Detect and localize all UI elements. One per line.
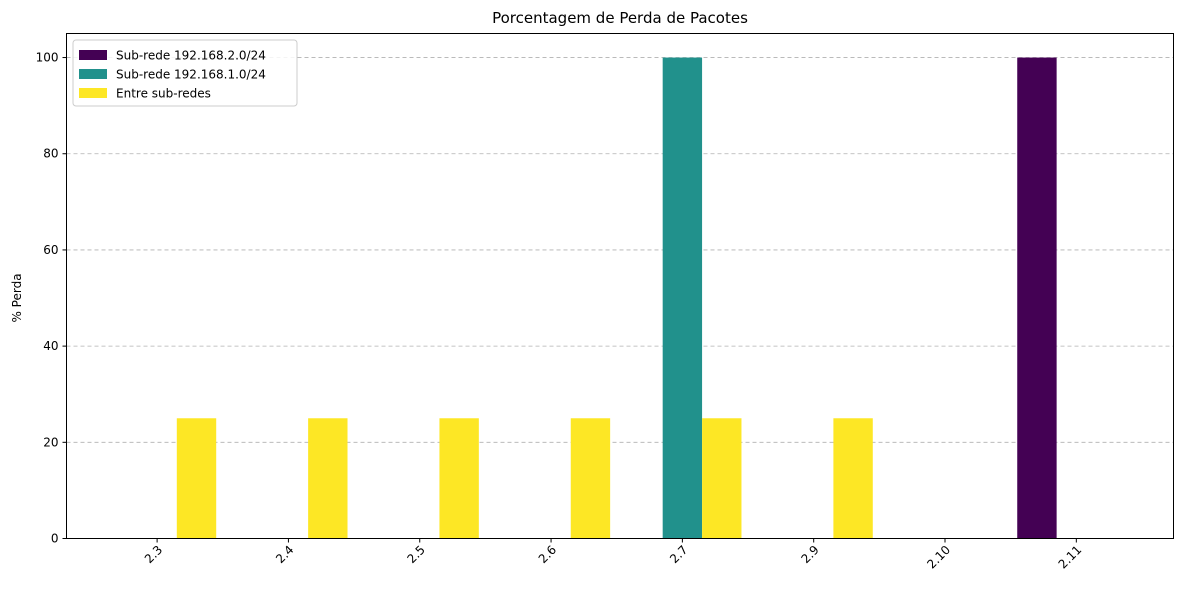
- bar: [1017, 57, 1057, 539]
- bar: [439, 418, 479, 539]
- y-tick-label: 20: [43, 435, 58, 449]
- legend-label: Entre sub-redes: [116, 87, 211, 101]
- bar: [570, 418, 611, 539]
- chart-title: Porcentagem de Perda de Pacotes: [492, 9, 748, 27]
- bar: [833, 418, 873, 539]
- bar: [176, 418, 217, 539]
- legend-label: Sub-rede 192.168.1.0/24: [116, 68, 266, 82]
- legend-swatch: [79, 88, 107, 98]
- legend: Sub-rede 192.168.2.0/24 Sub-rede 192.168.…: [72, 39, 298, 107]
- plot-frame: [66, 33, 1174, 539]
- bar: [702, 418, 742, 539]
- bars: [176, 57, 1057, 539]
- legend-label: Sub-rede 192.168.2.0/24: [116, 49, 266, 63]
- bar: [662, 57, 703, 539]
- y-tick-label: 60: [43, 243, 58, 257]
- y-tick-label: 40: [43, 339, 58, 353]
- legend-swatch: [79, 50, 107, 60]
- y-tick-label: 80: [43, 147, 58, 161]
- legend-swatch: [79, 69, 107, 79]
- y-tick-label: 0: [51, 532, 59, 546]
- y-tick-label: 100: [36, 51, 59, 65]
- legend-box: [72, 39, 298, 107]
- bar: [308, 418, 348, 539]
- y-axis-label: % Perda: [10, 273, 24, 322]
